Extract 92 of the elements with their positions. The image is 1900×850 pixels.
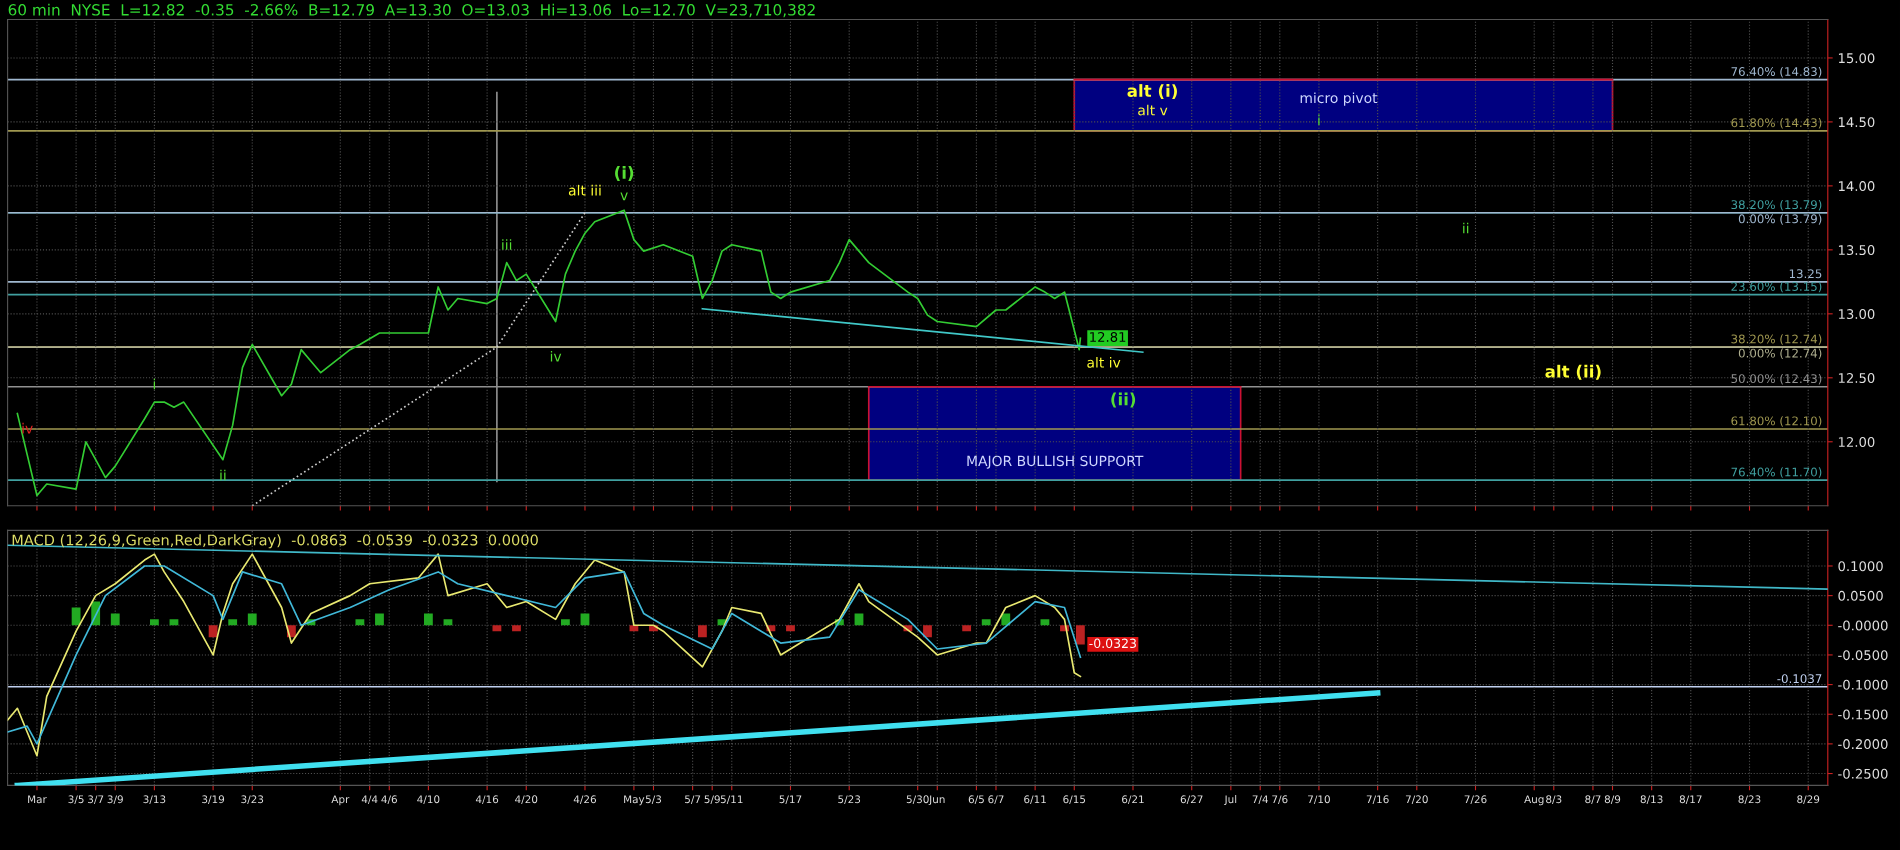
x-tick-label: 5/7 [685,795,701,804]
x-tick-label: 3/7 [88,795,104,804]
x-tick-label: 7/20 [1405,795,1428,804]
x-tick-label: 8/13 [1640,795,1663,804]
annotation: micro pivot [1300,92,1378,106]
ref-line-label: 13.25 [1789,269,1822,279]
annotation: alt iv [1087,357,1121,368]
y-tick-label: 15.00 [1838,53,1875,64]
annotation: alt iii [568,184,601,196]
x-tick-label: 6/27 [1180,795,1203,804]
x-tick-label: 3/5 [68,795,84,804]
annotation: alt (ii) [1545,364,1601,380]
x-tick-label: 7/16 [1366,795,1389,804]
y-tick-label: 12.50 [1838,373,1875,383]
ref-line-label: 61.80% (12.10) [1731,416,1822,427]
x-tick-label: 3/13 [143,795,166,804]
x-tick-label: 5/9 [704,795,720,804]
x-tick-label: 6/7 [988,795,1004,804]
x-tick-label: Jun [928,795,945,806]
annotation: -0.0323 [1089,638,1136,649]
annotation: i [1318,114,1320,125]
x-tick-label: 4/4 [361,795,378,804]
x-tick-label: 5/23 [838,795,861,804]
ref-line-label: 76.40% (14.83) [1731,66,1822,78]
y-tick-label: -0.1000 [1838,679,1888,690]
y-tick-label: -0.1500 [1838,709,1888,720]
annotation: ii [220,469,226,481]
x-tick-label: 8/23 [1738,795,1761,804]
ref-line-label: 38.20% (12.74) [1731,334,1822,345]
annotation: 12.81 [1090,331,1126,342]
ref-line-label: 50.00% (12.43) [1731,373,1822,385]
x-tick-label: 7/26 [1464,795,1487,804]
x-tick-label: 4/26 [573,795,597,804]
x-tick-label: 6/21 [1122,795,1144,804]
y-tick-label: 13.50 [1838,245,1875,256]
y-tick-label: -0.0500 [1838,650,1888,661]
x-tick-label: 8/9 [1604,795,1621,804]
x-tick-label: 4/20 [515,795,538,804]
x-tick-label: 3/19 [202,795,225,804]
x-tick-label: 8/17 [1679,795,1702,804]
y-tick-label: 0.0500 [1838,590,1883,601]
x-tick-label: 4/6 [381,795,397,804]
x-tick-label: 3/23 [241,795,264,804]
y-tick-label: 14.50 [1838,117,1875,128]
annotation: v [620,192,628,201]
annotation: iv [22,422,33,434]
x-tick-label: 7/4 [1252,795,1269,804]
y-tick-label: 0.1000 [1838,561,1883,572]
x-tick-label: 5/17 [779,795,802,804]
annotation: alt v [1138,104,1168,116]
x-tick-label: 6/11 [1024,795,1046,804]
x-tick-label: 4/10 [417,795,440,804]
x-tick-label: 5/3 [645,795,662,804]
annotation: ii [1463,222,1469,234]
annotation: MAJOR BULLISH SUPPORT [967,455,1144,469]
annotation: (i) [615,166,634,181]
chart-subtitle: MACD (12,26,9,Green,Red,DarkGray) -0.0863 -0.0539 -0.0323 0.0000 [12,534,538,549]
ref-line-label: 0.00% (12.74) [1738,348,1822,360]
annotation: (ii) [1111,392,1136,408]
x-tick-label: 4/16 [475,795,499,804]
x-tick-label: Aug [1524,795,1544,806]
y-tick-label: -0.0000 [1838,620,1888,631]
ref-line-label: 76.40% (11.70) [1731,467,1822,478]
x-tick-label: May [624,795,645,806]
x-tick-label: 5/11 [720,795,743,804]
chart-title: 60 min NYSE L=12.82 -0.35 -2.66% B=12.79 A=13.30 O=13.03 Hi=13.06 Lo=12.70 V=23,710,382 [8,3,815,18]
annotation: alt (i) [1127,84,1177,99]
x-tick-label: 8/29 [1797,795,1820,804]
ref-line-label: 61.80% (14.43) [1731,118,1822,129]
annotation: iv [550,350,562,362]
x-tick-label: 6/5 [968,795,984,804]
y-tick-label: 13.00 [1838,309,1875,320]
ref-line-label: 23.60% (13.15) [1731,281,1822,293]
x-tick-label: 5/30 [906,795,929,804]
x-tick-label: Jul [1224,795,1237,806]
x-tick-label: 6/15 [1063,795,1086,804]
x-tick-label: 7/10 [1308,795,1330,804]
ref-line-label: -0.1037 [1777,674,1822,684]
x-tick-label: Mar [28,795,47,804]
x-tick-label: 8/3 [1546,795,1562,804]
x-tick-label: 8/7 [1585,795,1601,804]
y-tick-label: -0.2500 [1838,768,1888,779]
y-tick-label: -0.2000 [1838,739,1888,750]
x-tick-label: Apr [331,795,350,806]
x-tick-label: 3/9 [107,795,123,804]
ref-line-label: 0.00% (13.79) [1738,214,1822,225]
ref-line-label: 38.20% (13.79) [1731,199,1822,211]
y-tick-label: 14.00 [1838,181,1875,192]
x-tick-label: 7/6 [1272,795,1288,804]
annotation: iii [502,239,512,250]
annotation: i [153,378,156,390]
y-tick-label: 12.00 [1838,437,1875,447]
